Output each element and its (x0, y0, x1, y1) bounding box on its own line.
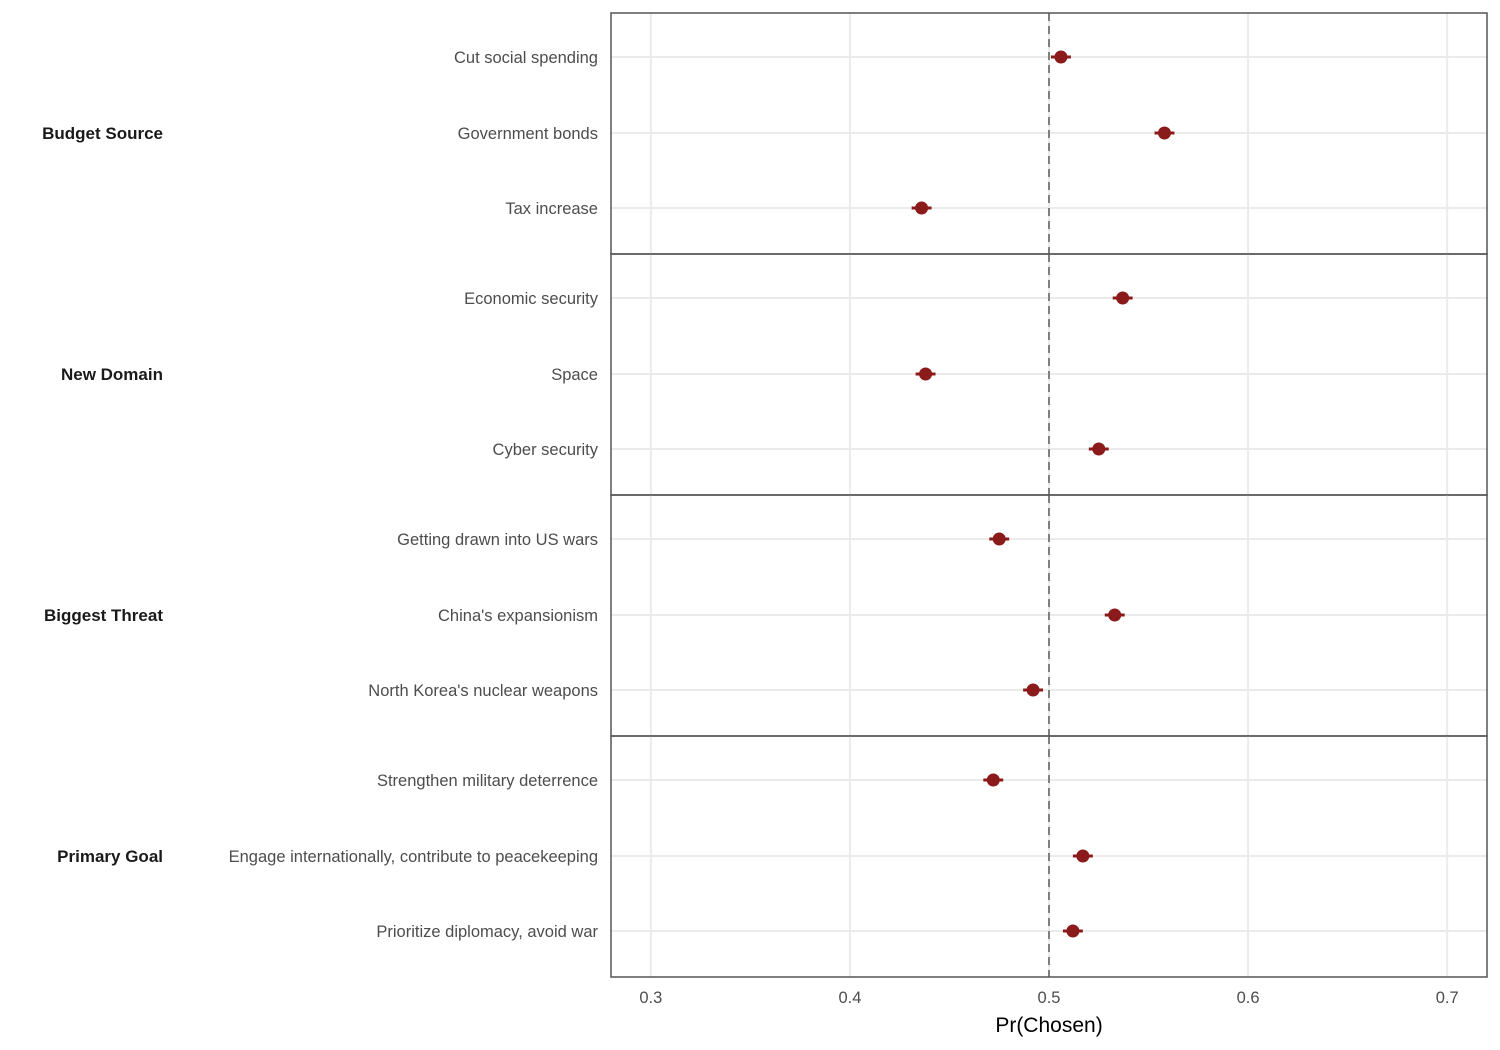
x-tick-label: 0.7 (1436, 989, 1459, 1007)
data-point (986, 773, 1000, 787)
x-tick-label: 0.5 (1038, 989, 1061, 1007)
level-label: Economic security (464, 290, 599, 308)
data-point (1108, 608, 1122, 622)
level-label: Getting drawn into US wars (397, 531, 598, 549)
data-point (915, 201, 929, 215)
x-tick-label: 0.3 (639, 989, 662, 1007)
data-point (1054, 50, 1068, 64)
group-label: Biggest Threat (44, 606, 163, 625)
level-label: Strengthen military deterrence (377, 772, 598, 790)
data-point (1116, 291, 1130, 305)
group-label: Budget Source (42, 124, 163, 143)
data-point (1157, 126, 1171, 140)
level-label: North Korea's nuclear weapons (368, 682, 598, 700)
level-label: Engage internationally, contribute to pe… (229, 848, 598, 866)
level-label: Cyber security (493, 441, 599, 459)
x-tick-label: 0.6 (1237, 989, 1260, 1007)
data-point (1076, 849, 1090, 863)
data-point (919, 367, 933, 381)
data-point (1092, 442, 1106, 456)
data-point (1026, 683, 1040, 697)
data-point (992, 532, 1006, 546)
group-label: New Domain (61, 365, 163, 384)
level-label: Tax increase (505, 200, 598, 218)
data-point (1066, 924, 1080, 938)
level-label: China's expansionism (438, 607, 598, 625)
level-label: Government bonds (458, 125, 598, 143)
level-label: Prioritize diplomacy, avoid war (376, 923, 598, 941)
group-label: Primary Goal (57, 847, 163, 866)
level-label: Space (551, 366, 598, 384)
level-label: Cut social spending (454, 49, 598, 67)
x-axis-label: Pr(Chosen) (995, 1014, 1102, 1037)
x-tick-label: 0.4 (838, 989, 861, 1007)
panel-border (610, 735, 1488, 978)
